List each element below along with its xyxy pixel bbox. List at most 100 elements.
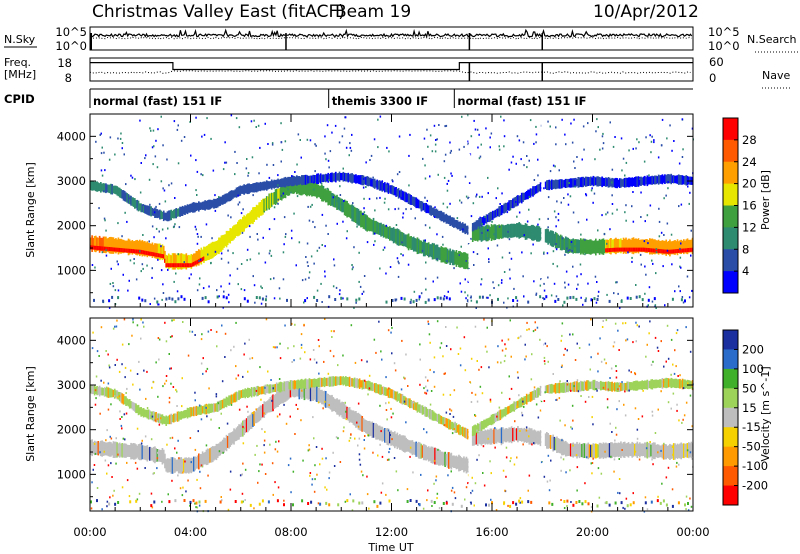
- scatter-point: [158, 358, 160, 361]
- echo-cell: [185, 253, 188, 270]
- scatter-point: [158, 338, 161, 341]
- echo-cell: [621, 383, 624, 391]
- echo-cell: [608, 381, 611, 391]
- scatter-point: [315, 446, 318, 448]
- echo-cell: [228, 230, 230, 243]
- echo-cell: [95, 181, 97, 192]
- scatter-point: [342, 220, 344, 223]
- echo-cell: [273, 384, 276, 392]
- echo-cell: [322, 391, 325, 405]
- scatter-point: [449, 393, 452, 396]
- echo-cell: [177, 411, 180, 422]
- echo-cell: [245, 214, 248, 228]
- scatter-point: [470, 492, 472, 495]
- scatter-point: [283, 403, 285, 406]
- echo-cell: [576, 178, 578, 187]
- scatter-point: [274, 448, 277, 451]
- scatter-point: [434, 206, 436, 209]
- echo-cell: [529, 188, 532, 198]
- scatter-point: [549, 170, 552, 173]
- scatter-point: [690, 505, 693, 508]
- echo-cell: [328, 190, 331, 205]
- scatter-point: [534, 328, 537, 331]
- scatter-point: [285, 233, 287, 236]
- echo-cell: [321, 184, 323, 202]
- echo-cell: [363, 176, 366, 185]
- echo-cell: [254, 411, 257, 424]
- scatter-point: [564, 133, 566, 136]
- ground-scatter: [261, 499, 264, 503]
- scatter-point: [385, 376, 387, 379]
- scatter-point: [540, 461, 543, 464]
- echo-cell: [201, 406, 204, 414]
- echo-cell: [253, 207, 255, 222]
- scatter-point: [333, 264, 336, 267]
- scatter-point: [405, 353, 407, 356]
- scatter-point: [528, 328, 530, 331]
- scatter-point: [243, 427, 245, 430]
- scatter-point: [555, 126, 557, 129]
- ground-scatter: [258, 296, 261, 300]
- scatter-point: [609, 121, 611, 124]
- echo-core: [136, 249, 139, 254]
- echo-cell: [204, 247, 206, 261]
- echo-cell: [434, 209, 436, 217]
- scatter-point: [247, 172, 250, 174]
- echo-cell: [221, 439, 224, 454]
- scatter-point: [290, 229, 293, 232]
- echo-cell: [475, 431, 478, 445]
- echo-cell: [341, 401, 343, 418]
- echo-cell: [223, 194, 225, 204]
- echo-cell: [199, 250, 201, 264]
- echo-cell: [240, 422, 243, 437]
- echo-cell: [466, 458, 469, 473]
- ground-scatter: [638, 295, 641, 299]
- echo-cell: [549, 435, 552, 449]
- echo-cell: [118, 238, 121, 254]
- echo-cell: [657, 174, 660, 185]
- echo-cell: [166, 211, 169, 222]
- scatter-point: [393, 457, 396, 459]
- echo-core: [620, 247, 622, 252]
- scatter-point: [306, 242, 309, 245]
- echo-cell: [645, 380, 647, 390]
- echo-cell: [524, 428, 527, 443]
- scatter-point: [531, 443, 533, 446]
- echo-cell: [259, 202, 262, 216]
- scatter-point: [398, 135, 401, 138]
- echo-cell: [670, 377, 673, 389]
- echo-cell: [583, 443, 586, 458]
- echo-core: [612, 247, 615, 252]
- scatter-point: [145, 397, 147, 400]
- echo-cell: [433, 243, 435, 260]
- echo-cell: [113, 238, 116, 253]
- echo-cell: [253, 183, 255, 193]
- echo-cell: [306, 385, 308, 399]
- echo-core: [670, 249, 673, 254]
- echo-cell: [502, 205, 504, 214]
- scatter-point: [429, 175, 431, 178]
- echo-cell: [190, 457, 193, 474]
- echo-cell: [386, 183, 389, 193]
- scatter-point: [269, 249, 271, 252]
- echo-cell: [287, 176, 289, 187]
- echo-cell: [230, 190, 233, 201]
- ground-scatter: [352, 499, 355, 503]
- echo-cell: [404, 435, 406, 453]
- scatter-point: [685, 508, 687, 511]
- scatter-point: [253, 284, 256, 287]
- scatter-point: [391, 438, 393, 441]
- ground-scatter: [412, 300, 415, 304]
- echo-cell: [125, 240, 127, 253]
- echo-core: [646, 247, 649, 252]
- echo-cell: [352, 205, 355, 222]
- echo-cell: [110, 442, 112, 457]
- echo-cell: [230, 432, 233, 446]
- scatter-point: [580, 395, 582, 397]
- echo-cell: [426, 242, 429, 256]
- echo-cell: [175, 208, 178, 219]
- scatter-point: [244, 468, 247, 471]
- scatter-point: [104, 219, 106, 222]
- echo-cell: [309, 182, 312, 196]
- echo-cell: [475, 220, 478, 230]
